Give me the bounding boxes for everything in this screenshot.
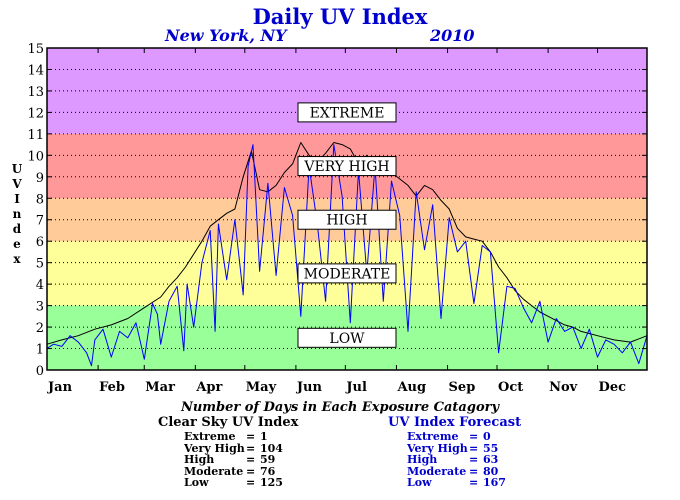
category-label: High: [184, 453, 215, 466]
x-tick-label: May: [246, 380, 277, 395]
y-tick-label: 14: [27, 63, 44, 78]
y-axis-label-letter: d: [12, 222, 22, 236]
category-label: Moderate: [407, 464, 467, 478]
y-axis-label-letter: e: [13, 237, 21, 251]
forecast-row-low: Low = 167: [407, 477, 523, 489]
counts-title: Number of Days in Each Exposure Catagory: [180, 400, 500, 415]
category-count: 76: [260, 464, 276, 478]
category-label: Moderate: [184, 464, 244, 478]
chart-year: 2010: [430, 26, 475, 45]
y-tick-label: 4: [36, 278, 44, 293]
y-tick-label: 2: [36, 321, 44, 336]
x-tick-label: Apr: [195, 380, 222, 395]
y-tick-label: 7: [36, 214, 44, 229]
x-tick-label: Oct: [498, 380, 523, 395]
category-label: Very High: [184, 441, 245, 455]
x-tick-label: Feb: [99, 380, 125, 395]
clear-sky-panel-title: Clear Sky UV Index: [158, 415, 299, 430]
clear-sky-row-low: Low = 125: [184, 477, 300, 489]
y-tick-label: 5: [36, 257, 44, 272]
category-count: 0: [483, 430, 491, 443]
y-axis-label-letter: n: [12, 207, 22, 221]
y-tick-label: 9: [36, 171, 44, 186]
y-tick-label: 13: [27, 85, 44, 100]
category-label: Very High: [407, 441, 468, 455]
x-tick-label: Jun: [296, 380, 323, 395]
category-count: 63: [483, 453, 499, 466]
category-count: 59: [260, 453, 276, 466]
band-label-low: LOW: [297, 327, 397, 348]
x-tick-label: Jul: [345, 380, 367, 395]
plot-frame: [46, 47, 648, 371]
category-label: Low: [407, 476, 432, 489]
category-count: 167: [483, 476, 506, 489]
y-axis-label-letter: I: [14, 192, 20, 206]
clear-sky-row-very-high: Very High = 104: [184, 441, 300, 455]
category-label: Extreme: [407, 430, 459, 443]
y-axis-label: U V I n d e x: [8, 162, 26, 267]
y-tick-label: 1: [36, 343, 44, 358]
y-tick-label: 6: [36, 235, 44, 250]
forecast-panel-title: UV Index Forecast: [388, 415, 522, 430]
x-tick-label: Aug: [396, 380, 426, 395]
y-axis-label-letter: x: [13, 252, 21, 266]
forecast-row-extreme: Extreme = 0: [407, 431, 523, 443]
band-label-high: HIGH: [297, 209, 397, 230]
band-label-very-high: VERY HIGH: [297, 156, 397, 177]
forecast-row-very-high: Very High = 55: [407, 441, 523, 455]
clear-sky-row-high: High = 59: [184, 454, 300, 466]
y-tick-label: 8: [36, 192, 44, 207]
series-line-forecast: [46, 144, 648, 367]
x-tick-label: Sep: [449, 380, 476, 395]
category-count: 125: [260, 476, 283, 489]
band-label-extreme: EXTREME: [297, 102, 397, 123]
x-tick-label: Jan: [47, 380, 73, 395]
category-count: 1: [260, 430, 268, 443]
forecast-counts-panel: UV Index Forecast Extreme = 0 Very High = 55…: [388, 415, 523, 489]
y-tick-label: 12: [27, 106, 44, 121]
svg-text:VERY HIGH: VERY HIGH: [303, 159, 389, 175]
category-count: 104: [260, 441, 283, 455]
clear-sky-row-moderate: Moderate = 76: [184, 464, 300, 478]
y-tick-label: 3: [36, 300, 44, 315]
category-label: High: [407, 453, 438, 466]
chart-location: New York, NY: [165, 26, 287, 45]
svg-text:EXTREME: EXTREME: [310, 105, 385, 121]
x-tick-label: Nov: [549, 380, 578, 395]
y-tick-label: 15: [27, 42, 44, 57]
chart-title: Daily UV Index: [252, 4, 428, 29]
band-label-moderate: MODERATE: [297, 263, 397, 284]
x-tick-label: Dec: [599, 380, 627, 395]
clear-sky-counts-panel: Clear Sky UV Index Extreme = 1 Very High = 1…: [158, 415, 300, 489]
category-count: 80: [483, 464, 499, 478]
forecast-row-moderate: Moderate = 80: [407, 464, 523, 478]
y-axis-label-letter: V: [12, 177, 22, 191]
category-count: 55: [483, 441, 499, 455]
y-axis-label-letter: U: [11, 162, 23, 176]
y-tick-label: 0: [36, 364, 44, 379]
clear-sky-row-extreme: Extreme = 1: [184, 431, 300, 443]
svg-text:HIGH: HIGH: [326, 213, 367, 229]
y-tick-label: 10: [27, 149, 44, 164]
forecast-row-high: High = 63: [407, 454, 523, 466]
category-label: Low: [184, 476, 209, 489]
svg-text:LOW: LOW: [329, 331, 365, 347]
svg-text:MODERATE: MODERATE: [304, 266, 391, 282]
y-tick-label: 11: [27, 128, 44, 143]
x-tick-label: Mar: [145, 380, 175, 395]
category-label: Extreme: [184, 430, 236, 443]
